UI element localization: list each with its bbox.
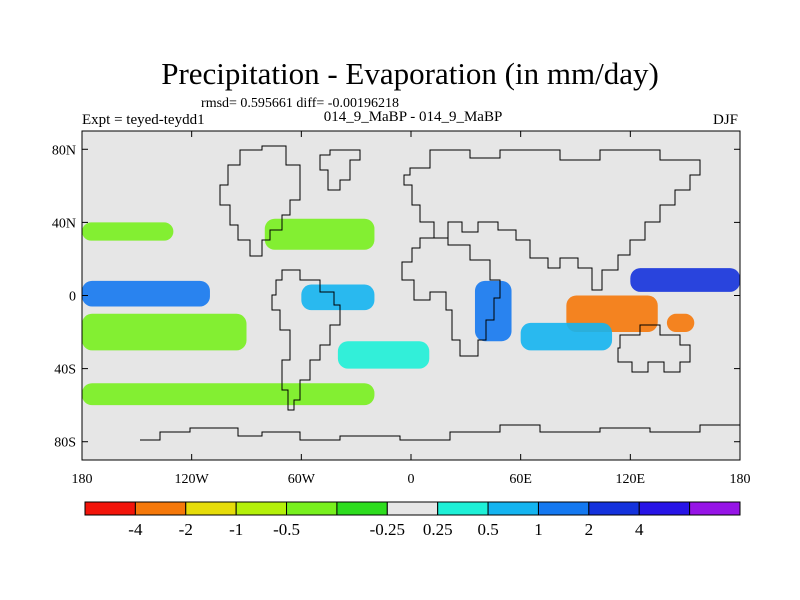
colorbar-swatch xyxy=(689,501,741,516)
colorbar-swatch xyxy=(537,501,590,516)
region-south-atlantic-wet xyxy=(337,341,430,369)
subtitle-center: 014_9_MaBP - 014_9_MaBP xyxy=(324,109,503,125)
greenland-coastline xyxy=(319,149,361,191)
region-south-pacific-dry xyxy=(82,313,247,351)
map-plot-area xyxy=(81,130,741,461)
subtitle-right: DJF xyxy=(713,112,738,128)
colorbar-label: 0.25 xyxy=(423,520,453,539)
y-axis-labels: 80N 40N 0 40S 80S xyxy=(52,143,76,450)
colorbar-label: -1 xyxy=(229,520,243,539)
colorbar-swatch xyxy=(185,501,237,516)
colorbar-swatch xyxy=(487,501,539,516)
chart-title: Precipitation - Evaporation (in mm/day) xyxy=(161,56,659,91)
colorbar-swatch xyxy=(134,501,187,516)
colorbar-label: 4 xyxy=(635,520,644,539)
colorbar-swatch xyxy=(235,501,288,516)
stats-line: rmsd= 0.595661 diff= -0.00196218 xyxy=(201,96,399,111)
subtitle-left: Expt = teyed-teydd1 xyxy=(82,112,205,128)
precipitation-regions xyxy=(82,218,740,406)
region-east-africa-wet xyxy=(474,280,512,342)
y-tick-label: 40S xyxy=(54,363,76,378)
region-indian-ocean-wet xyxy=(520,322,613,351)
south-america-coastline xyxy=(271,269,341,411)
y-tick-label: 80N xyxy=(52,143,76,158)
x-tick-label: 0 xyxy=(408,472,415,487)
x-axis-labels: 180 120W 60W 0 60E 120E 180 xyxy=(72,472,751,487)
africa-coastline xyxy=(401,237,501,357)
x-tick-label: 120E xyxy=(616,472,646,487)
coastline-outlines xyxy=(140,145,740,441)
colorbar-label: 2 xyxy=(585,520,594,539)
region-north-pacific-wet xyxy=(630,268,740,292)
colorbar-label: -0.5 xyxy=(273,520,300,539)
x-tick-label: 60W xyxy=(288,472,316,487)
region-southern-ocean-dry xyxy=(82,383,375,406)
colorbar-swatch xyxy=(286,501,338,516)
colorbar-labels: -4 -2 -1 -0.5 -0.25 0.25 0.5 1 2 4 xyxy=(128,520,644,539)
region-tropical-atlantic-wet-band xyxy=(301,284,375,311)
region-tropical-pacific-wet-band xyxy=(82,280,210,307)
colorbar-label: 1 xyxy=(534,520,543,539)
region-north-atlantic-dry xyxy=(264,218,375,250)
colorbar-swatch xyxy=(84,501,136,516)
x-tick-label: 60E xyxy=(509,472,532,487)
colorbar-label: -2 xyxy=(179,520,193,539)
colorbar-label: 0.5 xyxy=(477,520,498,539)
colorbar-swatch xyxy=(336,501,388,516)
y-tick-label: 40N xyxy=(52,216,76,231)
y-tick-label: 80S xyxy=(54,436,76,451)
colorbar-swatch xyxy=(588,501,640,516)
region-north-pacific-dry xyxy=(82,222,174,241)
colorbar-label: -4 xyxy=(128,520,143,539)
x-tick-label: 180 xyxy=(72,472,93,487)
y-tick-label: 0 xyxy=(69,290,76,305)
x-tick-label: 120W xyxy=(175,472,210,487)
north-america-coastline xyxy=(219,145,301,257)
australia-coastline xyxy=(617,324,691,373)
colorbar-swatch xyxy=(386,501,439,516)
axis-ticks xyxy=(81,131,741,460)
region-coral-sea-dry xyxy=(666,313,695,333)
antarctica-coastline xyxy=(140,424,740,441)
colorbar-swatch xyxy=(437,501,489,516)
colorbar xyxy=(84,501,741,516)
colorbar-swatch xyxy=(638,501,691,516)
colorbar-label: -0.25 xyxy=(370,520,405,539)
x-tick-label: 180 xyxy=(730,472,751,487)
